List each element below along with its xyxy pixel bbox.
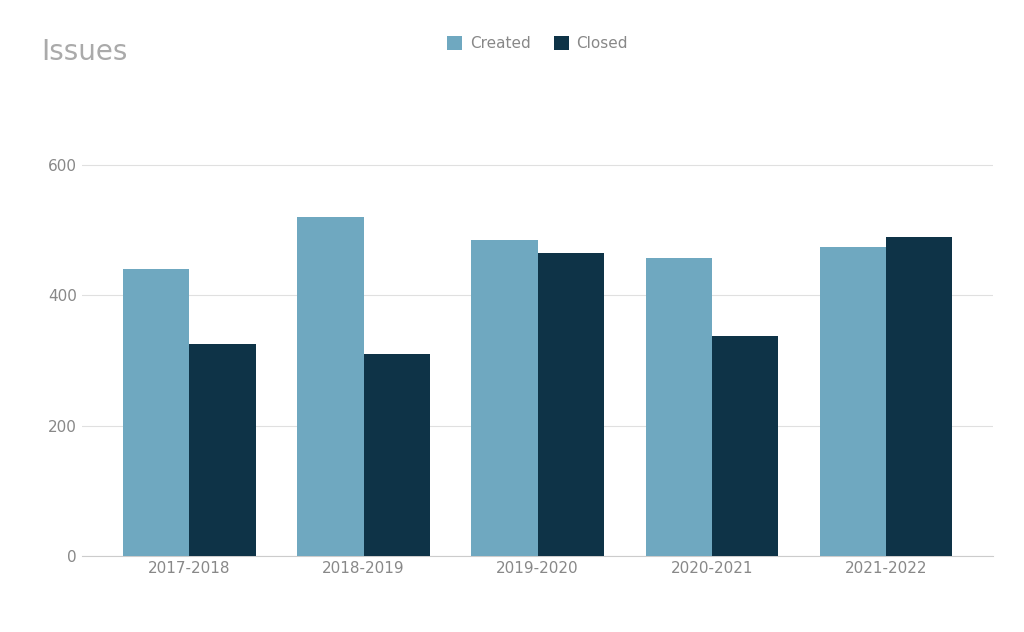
Bar	[297, 217, 364, 556]
Bar	[364, 354, 430, 556]
Legend: Created, Closed: Created, Closed	[441, 30, 634, 57]
Bar	[123, 269, 189, 556]
Bar	[189, 344, 256, 556]
Bar	[645, 258, 712, 556]
Text: Issues: Issues	[41, 38, 127, 66]
Bar	[712, 336, 778, 556]
Bar	[471, 240, 538, 556]
Bar	[819, 246, 886, 556]
Bar	[538, 253, 604, 556]
Bar	[886, 237, 952, 556]
